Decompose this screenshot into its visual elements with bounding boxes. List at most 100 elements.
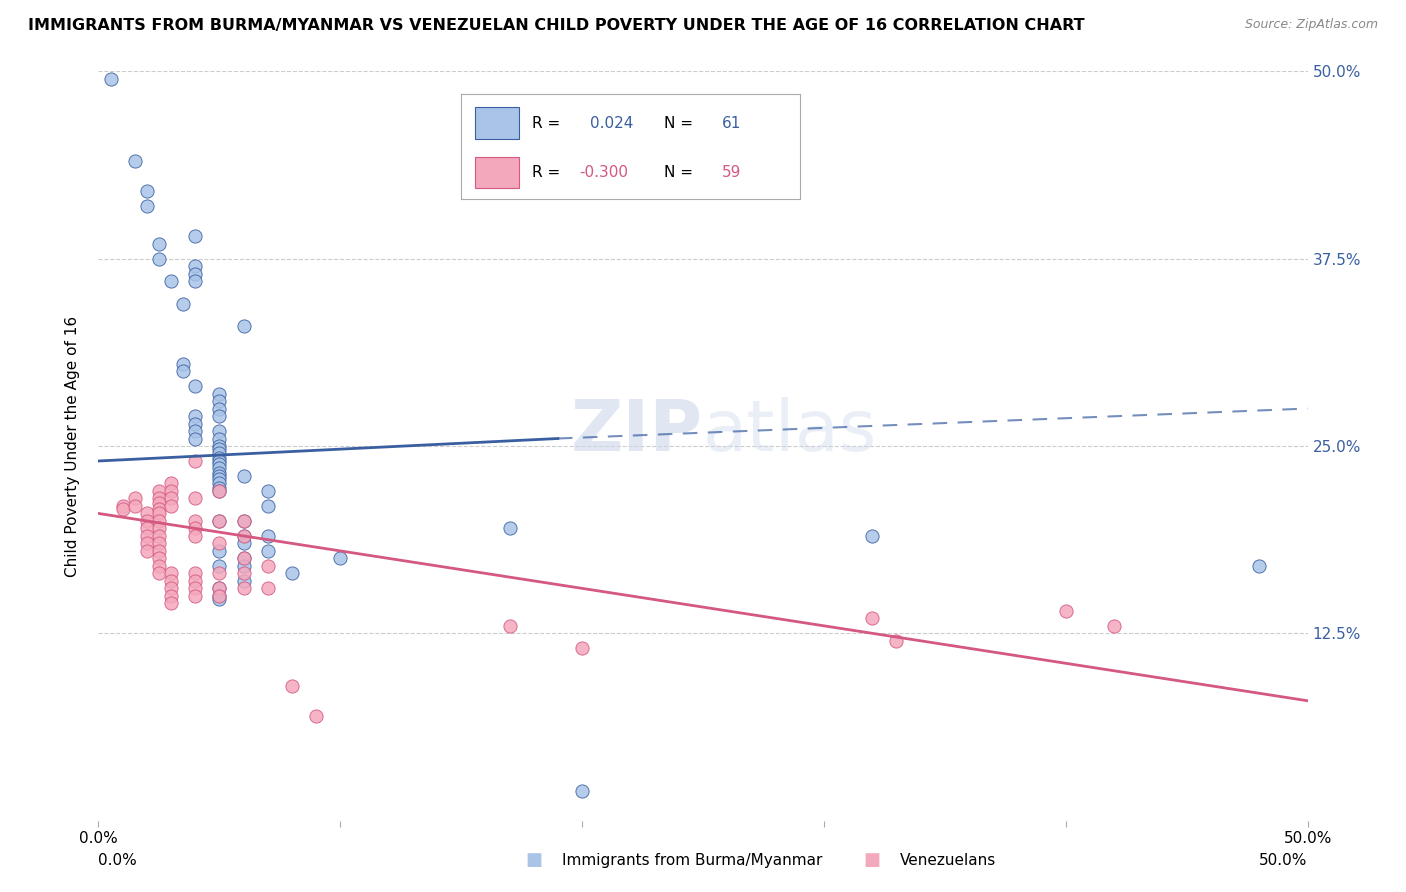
Point [160,589,183,603]
Point [232,529,254,543]
Point [498,521,520,535]
Point [208,454,231,468]
Point [208,386,231,401]
Text: Source: ZipAtlas.com: Source: ZipAtlas.com [1244,18,1378,31]
Point [160,574,183,588]
Point [184,491,207,506]
Point [160,499,183,513]
Point [111,499,134,513]
Point [160,582,183,596]
Point [148,502,170,516]
Text: 0.0%: 0.0% [98,854,138,868]
Point [208,589,231,603]
Point [160,483,183,498]
Point [208,461,231,475]
Point [135,514,157,528]
Point [208,582,231,596]
Point [208,514,231,528]
Point [208,544,231,558]
Point [281,566,304,581]
Text: Venezuelans: Venezuelans [900,854,995,868]
Point [256,483,278,498]
Point [184,274,207,288]
Point [184,521,207,535]
Point [124,491,146,506]
Text: ■: ■ [863,851,880,869]
Point [172,357,194,371]
Point [208,476,231,491]
Text: 50.0%: 50.0% [1260,854,1308,868]
Y-axis label: Child Poverty Under the Age of 16: Child Poverty Under the Age of 16 [65,316,80,576]
Point [172,364,194,378]
Point [148,529,170,543]
Point [208,558,231,573]
Point [256,582,278,596]
Point [184,424,207,438]
Point [232,514,254,528]
Point [184,417,207,431]
Point [208,450,231,465]
Point [160,476,183,491]
Point [281,679,304,693]
Point [256,529,278,543]
Point [148,521,170,535]
Point [208,469,231,483]
Point [184,514,207,528]
Point [208,591,231,606]
Point [1102,619,1125,633]
Point [135,184,157,198]
Point [184,582,207,596]
Point [148,551,170,566]
Point [232,469,254,483]
Point [184,259,207,273]
Point [148,566,170,581]
Point [1249,558,1271,573]
Point [148,496,170,510]
Point [184,454,207,468]
Point [148,252,170,266]
Text: ■: ■ [526,851,543,869]
Point [232,529,254,543]
Point [135,544,157,558]
Point [184,529,207,543]
Point [232,551,254,566]
Point [148,514,170,528]
Point [208,401,231,416]
Point [256,544,278,558]
Point [208,424,231,438]
Point [232,566,254,581]
Point [148,491,170,506]
Point [305,708,328,723]
Point [135,536,157,550]
Point [232,514,254,528]
Point [160,566,183,581]
Point [135,507,157,521]
Point [886,633,908,648]
Point [208,394,231,409]
Point [208,589,231,603]
Point [208,566,231,581]
Point [208,483,231,498]
Point [256,558,278,573]
Point [135,521,157,535]
Point [148,536,170,550]
Point [208,582,231,596]
Point [1054,604,1077,618]
Point [232,582,254,596]
Point [208,432,231,446]
Text: atlas: atlas [703,397,877,466]
Point [135,529,157,543]
Point [208,439,231,453]
Point [208,409,231,423]
Point [184,566,207,581]
Point [135,199,157,213]
Point [208,466,231,480]
Point [184,574,207,588]
Point [208,446,231,460]
Point [329,551,352,566]
Point [184,409,207,423]
Point [148,544,170,558]
Point [232,551,254,566]
Point [184,229,207,244]
Point [860,611,883,625]
